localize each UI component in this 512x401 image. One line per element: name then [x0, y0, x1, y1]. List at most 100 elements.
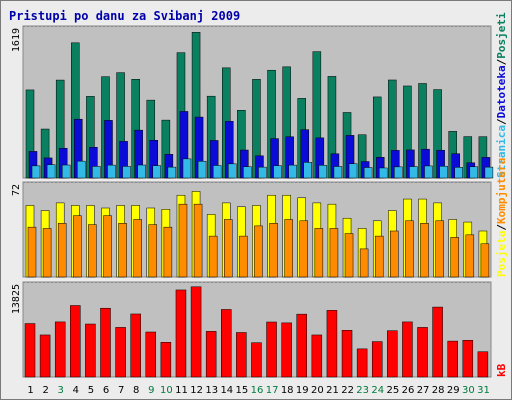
x-tick-label-day-18: 18 [281, 385, 294, 396]
bar-kb-day-18 [281, 322, 292, 378]
bar-posjeti-day-31 [484, 166, 494, 179]
panel-bottom-legend: kB [495, 363, 508, 377]
plot-area: 1619Stranica/Datoteka/Posjeti72Posjeta/K… [11, 12, 508, 396]
bar-posjeti-day-25 [394, 166, 403, 179]
bar-posjeti-day-1 [31, 165, 41, 179]
x-tick-label-day-12: 12 [190, 385, 203, 396]
x-tick-label-day-11: 11 [175, 385, 188, 396]
bar-posjeti-day-9 [152, 165, 162, 179]
bar-posjeti-day-30 [469, 166, 479, 179]
x-tick-label-day-17: 17 [266, 385, 279, 396]
x-tick-label-day-29: 29 [447, 385, 460, 396]
bar-posjeti-day-20 [318, 165, 328, 179]
x-tick-label-day-28: 28 [432, 385, 445, 396]
bar-kb-day-3 [54, 321, 66, 378]
bar-posjeti-day-12 [197, 161, 207, 179]
bar-posjeti-day-16 [258, 166, 267, 179]
x-tick-label-day-3: 3 [58, 385, 64, 396]
bar-kb-day-30 [462, 340, 474, 378]
bar-kb-day-31 [477, 351, 489, 378]
bar-kb-day-4 [70, 305, 81, 378]
bar-kompjutera-day-11 [178, 203, 188, 278]
bar-kompjutera-day-30 [465, 234, 475, 278]
bar-kompjutera-day-17 [269, 223, 278, 278]
bar-posjeti-day-11 [182, 158, 192, 179]
x-tick-label-day-23: 23 [356, 385, 369, 396]
bar-kompjutera-day-31 [480, 243, 490, 278]
legend-stranica: Stranica [495, 125, 508, 178]
bar-posjeti-day-14 [228, 163, 237, 179]
bar-posjeti-day-18 [288, 164, 297, 179]
bar-kompjutera-day-8 [133, 219, 142, 278]
x-tick-label-day-24: 24 [371, 385, 384, 396]
chart-title: Pristupi po danu za Svibanj 2009 [9, 9, 240, 23]
bar-posjeti-day-2 [46, 164, 56, 179]
x-tick-label-day-14: 14 [220, 385, 233, 396]
panel-top-ytick-label: 1619 [11, 28, 22, 52]
bar-kompjutera-day-15 [239, 235, 248, 278]
x-tick-label-day-16: 16 [251, 385, 264, 396]
bar-posjeti-day-27 [424, 165, 433, 179]
bar-kb-day-29 [447, 340, 458, 378]
x-tick-label-day-21: 21 [326, 385, 339, 396]
bar-posjeti-day-17 [273, 165, 282, 179]
bar-kb-day-5 [85, 323, 96, 378]
bar-posjeti-day-13 [212, 165, 222, 179]
bar-posjeti-day-3 [61, 164, 71, 179]
bar-kompjutera-day-3 [57, 223, 67, 278]
bar-posjeti-day-15 [243, 166, 252, 179]
bar-posjeti-day-26 [409, 166, 418, 179]
bar-kb-day-10 [160, 342, 172, 378]
bar-kompjutera-day-22 [344, 233, 354, 278]
legend-posjeta: Posjeta [495, 231, 508, 277]
bar-kb-day-13 [205, 331, 217, 378]
bar-kb-day-28 [432, 306, 443, 378]
x-tick-label-day-22: 22 [341, 385, 354, 396]
panel-top-legend: Stranica/Datoteka/Posjeti [495, 12, 508, 178]
x-tick-label-day-1: 1 [27, 385, 33, 396]
bar-kb-day-19 [296, 313, 307, 378]
bar-kb-day-23 [356, 348, 368, 378]
x-tick-label-day-25: 25 [387, 385, 400, 396]
bar-kompjutera-day-25 [390, 230, 399, 278]
bar-kb-day-24 [371, 341, 383, 378]
bar-posjeti-day-5 [92, 166, 101, 179]
bar-kompjutera-day-26 [405, 220, 414, 278]
bar-kb-day-2 [39, 334, 51, 378]
bar-kb-day-25 [387, 330, 398, 378]
x-tick-label-day-19: 19 [296, 385, 309, 396]
panel-middle-ytick-label: 72 [11, 184, 22, 196]
x-tick-label-day-10: 10 [160, 385, 173, 396]
legend-kb: kB [495, 363, 508, 377]
bar-kb-day-21 [326, 310, 338, 378]
bar-posjeti-day-19 [303, 162, 312, 179]
bar-posjeti-day-8 [137, 164, 146, 179]
bar-kb-day-6 [100, 307, 111, 378]
bar-kb-day-15 [236, 332, 247, 378]
bar-kb-day-26 [402, 321, 413, 378]
bar-kompjutera-day-5 [88, 224, 97, 278]
bar-kb-day-8 [130, 313, 141, 378]
panel-middle-legend: Posjeta/Kompjutera [495, 158, 508, 277]
x-tick-label-day-7: 7 [118, 385, 124, 396]
x-tick-label-day-2: 2 [42, 385, 48, 396]
bar-kompjutera-day-21 [329, 228, 339, 278]
x-tick-label-day-9: 9 [148, 385, 154, 396]
bar-posjeti-day-4 [77, 160, 86, 179]
bar-kompjutera-day-12 [193, 203, 203, 278]
bar-kb-day-27 [417, 327, 428, 378]
bar-kompjutera-day-14 [224, 219, 233, 278]
bar-kompjutera-day-4 [73, 215, 82, 278]
bar-kb-day-11 [175, 289, 187, 378]
panel-bottom-ytick-label: 13825 [11, 284, 22, 314]
bar-kompjutera-day-16 [254, 225, 263, 278]
x-tick-label-day-20: 20 [311, 385, 324, 396]
legend-kompjutera: Kompjutera [495, 158, 508, 224]
bar-posjeti-day-29 [454, 167, 463, 179]
bar-kb-day-12 [190, 286, 202, 378]
bar-kb-day-7 [115, 327, 126, 378]
bar-kompjutera-day-18 [284, 219, 293, 278]
bar-kompjutera-day-9 [148, 224, 158, 278]
x-tick-label-day-15: 15 [236, 385, 249, 396]
